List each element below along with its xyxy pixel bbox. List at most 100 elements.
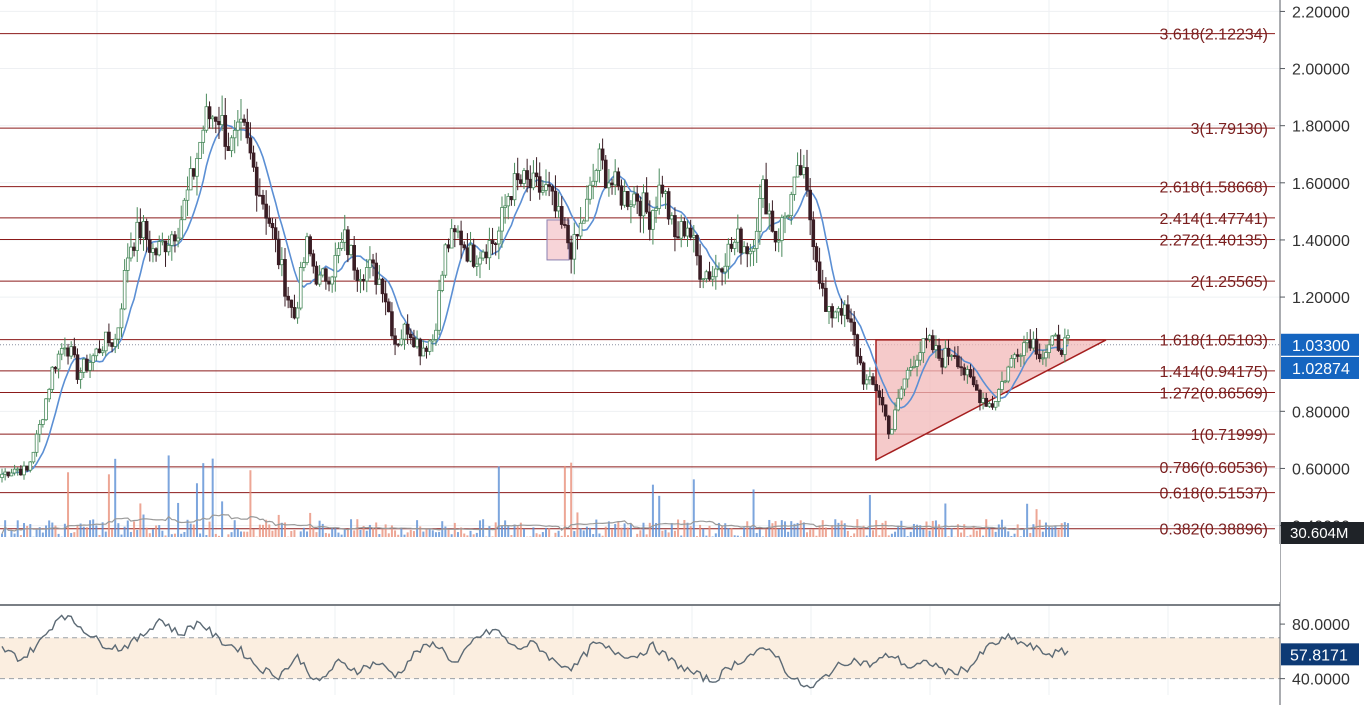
price-tag-ma: 1.02874 — [1292, 361, 1350, 378]
candle-body — [988, 404, 991, 407]
volume-bar — [177, 503, 179, 537]
candle-body — [293, 307, 296, 317]
candle-body — [906, 370, 909, 379]
candle-body — [913, 366, 916, 367]
volume-bar — [366, 531, 368, 537]
candle-body — [214, 117, 217, 121]
candle-body — [777, 241, 780, 242]
volume-bar — [661, 531, 663, 537]
volume-bar — [929, 531, 931, 537]
candle-body — [1004, 381, 1007, 382]
fib-level-label: 0.786(0.60536) — [1159, 460, 1268, 477]
candle-body — [831, 307, 834, 318]
volume-bar — [586, 527, 588, 537]
candle-body — [576, 234, 579, 236]
volume-bar — [976, 531, 978, 537]
volume-bar — [721, 526, 723, 537]
candle-body — [916, 360, 919, 366]
candle-body — [938, 346, 941, 359]
volume-bar — [687, 523, 689, 537]
volume-bar — [432, 530, 434, 537]
volume-bar — [454, 523, 456, 537]
candle-body — [1013, 355, 1016, 359]
candle-body — [563, 224, 566, 225]
volume-bar — [869, 495, 871, 537]
candle-body — [372, 260, 375, 263]
candle-body — [846, 305, 849, 319]
volume-bar — [595, 520, 597, 537]
candle-body — [1032, 339, 1035, 348]
candle-body — [89, 362, 92, 370]
volume-bar — [781, 520, 783, 537]
candle-body — [878, 391, 881, 398]
candle-body — [324, 269, 327, 281]
volume-bar — [438, 532, 440, 537]
volume-bar — [482, 519, 484, 537]
candle-body — [32, 452, 35, 462]
candle-body — [1054, 335, 1057, 336]
candle-body — [526, 171, 529, 180]
volume-bar — [1036, 509, 1038, 537]
candle-body — [196, 158, 199, 176]
candle-body — [752, 248, 755, 251]
candle-body — [784, 216, 787, 218]
volume-bar — [451, 534, 453, 537]
candle-body — [95, 349, 98, 356]
candle-body — [865, 380, 868, 384]
candle-body — [1060, 350, 1063, 354]
volume-bar — [143, 515, 145, 537]
candle-body — [290, 300, 293, 307]
candle-body — [582, 221, 585, 223]
candle-body — [23, 466, 26, 475]
candle-body — [1029, 340, 1032, 348]
volume-bar — [275, 529, 277, 537]
volume-bar — [903, 529, 905, 537]
candle-body — [13, 469, 16, 473]
candle-body — [548, 185, 551, 187]
candle-body — [296, 308, 299, 318]
volume-bar — [825, 527, 827, 537]
volume-bar — [564, 466, 566, 537]
volume-bar — [108, 474, 110, 537]
candle-body — [356, 270, 359, 280]
candle-body — [475, 264, 478, 266]
volume-bar — [894, 532, 896, 537]
volume-bar — [328, 534, 330, 537]
volume-bar — [592, 534, 594, 537]
volume-bar — [775, 521, 777, 537]
candle-body — [919, 353, 922, 361]
volume-bar — [982, 536, 984, 537]
candle-body — [774, 231, 777, 242]
volume-bar — [856, 519, 858, 537]
volume-bar — [646, 534, 648, 537]
axis-tick-label: 1.80000 — [1292, 119, 1350, 136]
candle-body — [189, 169, 192, 190]
volume-bar — [381, 529, 383, 537]
candle-body — [897, 398, 900, 410]
candle-body — [142, 221, 145, 237]
fib-level-label: 2.618(1.58668) — [1159, 180, 1268, 197]
candle-body — [482, 252, 485, 258]
candle-body — [595, 170, 598, 181]
volume-bar — [668, 532, 670, 537]
candle-body — [161, 241, 164, 242]
candle-body — [208, 107, 211, 119]
volume-bar — [1026, 504, 1028, 537]
fib-level-label: 3(1.79130) — [1191, 121, 1268, 138]
volume-bar — [787, 532, 789, 537]
volume-bar — [215, 534, 217, 537]
volume-bar — [278, 515, 280, 537]
fib-level-label: 1.272(0.86569) — [1159, 386, 1268, 403]
candle-body — [199, 142, 202, 158]
volume-bar — [834, 519, 836, 537]
volume-bar — [353, 530, 355, 537]
candle-body — [413, 338, 416, 347]
volume-bar — [875, 520, 877, 537]
candle-body — [35, 434, 38, 452]
volume-bar — [642, 523, 644, 537]
candle-body — [192, 169, 195, 177]
candle-body — [488, 241, 491, 258]
volume-bar — [473, 534, 475, 537]
